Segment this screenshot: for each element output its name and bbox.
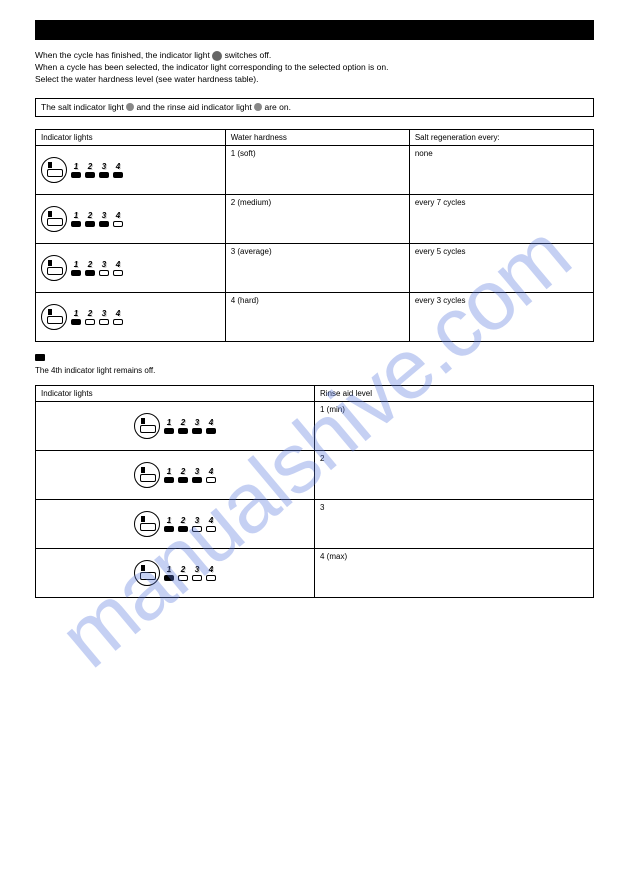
intro-line1a: When the cycle has finished, the indicat… [35,50,210,60]
table-row: 1 2 3 4 4 (hard) every 3 cycles [36,292,594,341]
hardness-cell: 2 (medium) [225,194,409,243]
cycle-complete-icon [212,51,222,61]
table-row: 1 2 3 4 1 (soft) none [36,145,594,194]
salt-dispenser-icon [41,255,67,281]
led-indicator: 1 2 3 4 [41,296,220,338]
level-cell: 1 (min) [315,401,594,450]
regen-cell: every 5 cycles [409,243,593,292]
intro-line3: Select the water hardness level (see wat… [35,74,258,84]
salt-dispenser-icon [41,304,67,330]
rinse-dispenser-icon [134,511,160,537]
hardness-cell: 1 (soft) [225,145,409,194]
table-row: 1 2 3 4 2 (medium) every 7 cycles [36,194,594,243]
regen-cell: none [409,145,593,194]
table-header-row: Indicator lights Water hardness Salt reg… [36,129,594,145]
col-header-hardness: Water hardness [225,129,409,145]
table-row: 1 2 3 4 1 (min) [36,401,594,450]
led-indicator: 1 2 3 4 [41,247,220,289]
after-table-note: The 4th indicator light remains off. [35,366,594,375]
salt-dispenser-icon [41,157,67,183]
rinse-dispenser-icon [134,413,160,439]
level-cell: 3 [315,499,594,548]
level-cell: 4 (max) [315,548,594,597]
rinse-dispenser-icon [134,462,160,488]
col-header-regen: Salt regeneration every: [409,129,593,145]
table-row: 1 2 3 4 4 (max) [36,548,594,597]
table-row: 1 2 3 4 3 (average) every 5 cycles [36,243,594,292]
filled-square-marker [35,354,45,361]
intro-text: When the cycle has finished, the indicat… [35,50,594,86]
rinse-aid-table: Indicator lights Rinse aid level 1 2 3 4… [35,385,594,598]
note-text1: The salt indicator light [41,102,124,112]
led-indicator: 1 2 3 4 [41,552,309,594]
salt-indicator-icon [126,103,134,111]
col-header-indicators: Indicator lights [36,129,226,145]
led-indicator: 1 2 3 4 [41,454,309,496]
regen-cell: every 3 cycles [409,292,593,341]
salt-dispenser-icon [41,206,67,232]
table-header-row: Indicator lights Rinse aid level [36,385,594,401]
note-text3: are on. [264,102,290,112]
note-box: The salt indicator light and the rinse a… [35,98,594,117]
regen-cell: every 7 cycles [409,194,593,243]
led-indicator: 1 2 3 4 [41,405,309,447]
hardness-cell: 4 (hard) [225,292,409,341]
intro-line1b: switches off. [225,50,272,60]
level-cell: 2 [315,450,594,499]
table-row: 1 2 3 4 2 [36,450,594,499]
intro-line2: When a cycle has been selected, the indi… [35,62,388,72]
led-indicator: 1 2 3 4 [41,503,309,545]
hardness-table: Indicator lights Water hardness Salt reg… [35,129,594,342]
led-indicator: 1 2 3 4 [41,149,220,191]
rinse-aid-indicator-icon [254,103,262,111]
led-indicator: 1 2 3 4 [41,198,220,240]
rinse-dispenser-icon [134,560,160,586]
col-header-level: Rinse aid level [315,385,594,401]
header-black-bar [35,20,594,40]
note-text2: and the rinse aid indicator light [136,102,251,112]
hardness-cell: 3 (average) [225,243,409,292]
col-header-indicators: Indicator lights [36,385,315,401]
table-row: 1 2 3 4 3 [36,499,594,548]
